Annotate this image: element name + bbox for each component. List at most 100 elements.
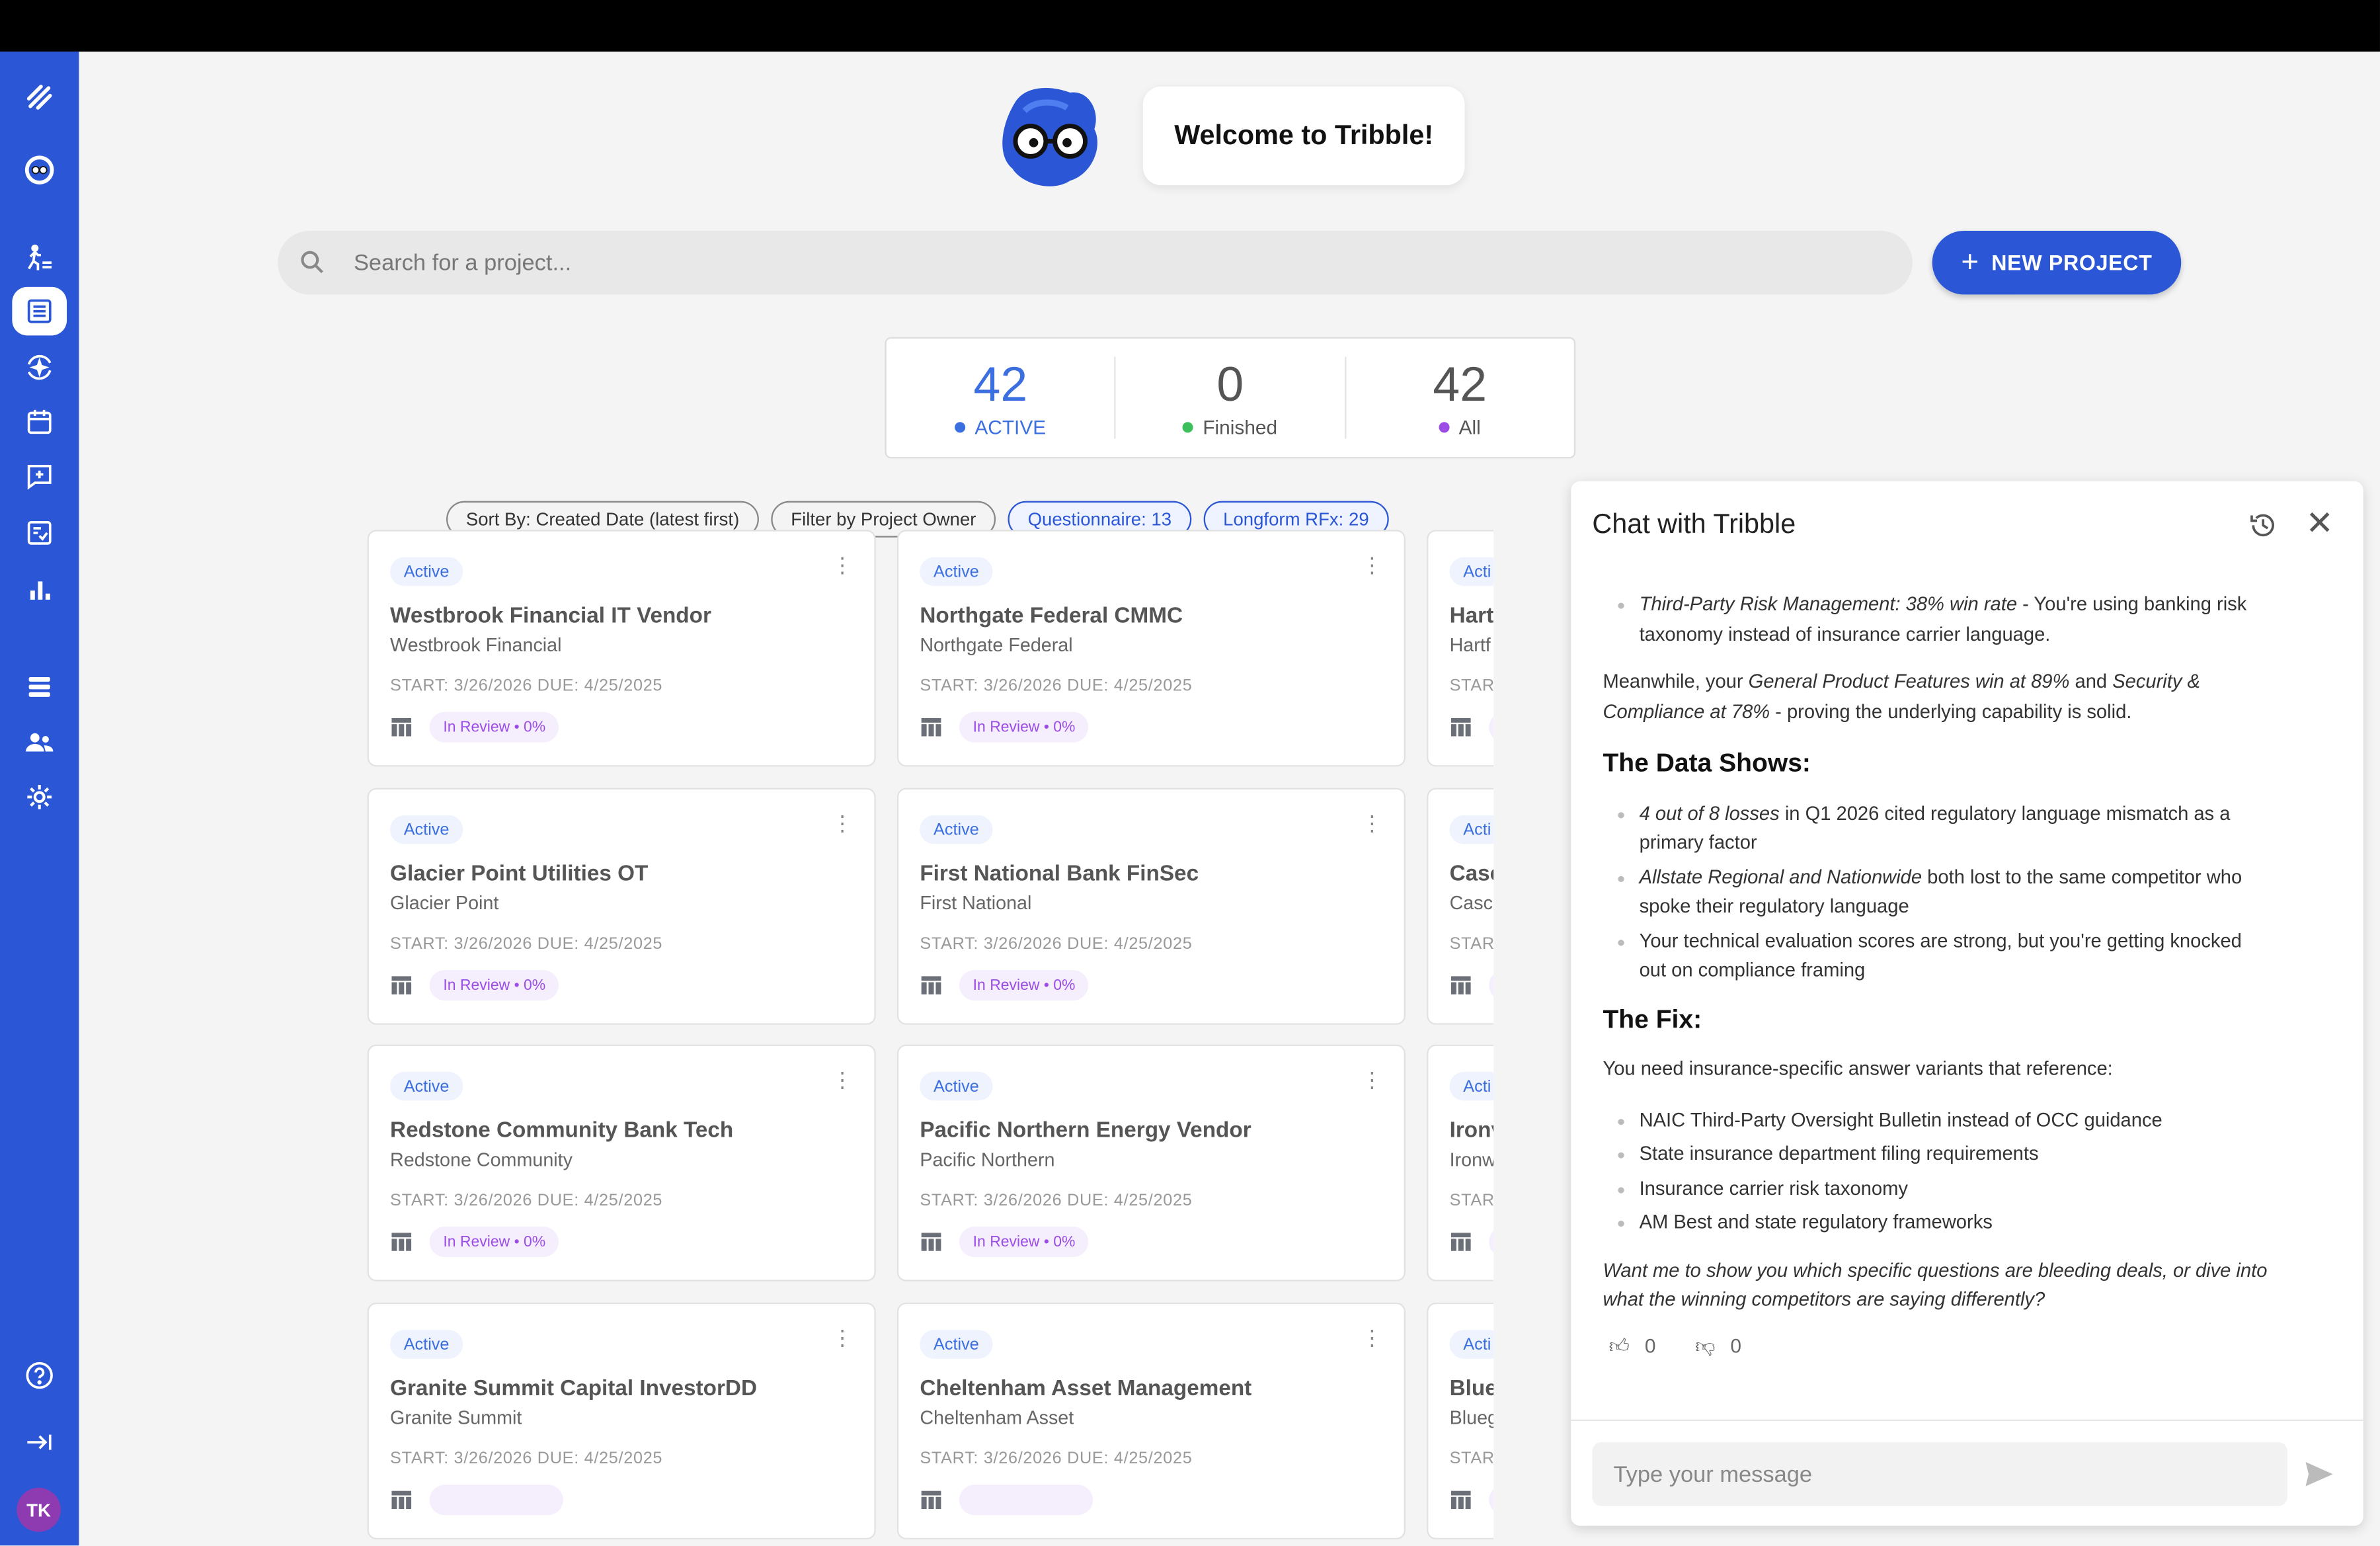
tribble-logo-icon[interactable] [12,73,67,121]
tribble-mascot-icon [1002,87,1097,186]
table-icon [921,717,941,737]
table-icon [391,1490,412,1510]
chat-heading: The Data Shows: [1603,748,1811,778]
stat-finished[interactable]: 0 Finished [1116,356,1346,439]
stat-active[interactable]: 42 ACTIVE [887,356,1117,439]
stat-all[interactable]: 42 All [1346,357,1574,439]
status-dot [955,421,966,432]
project-card[interactable]: Active ⋮ Northgate Federal CMMC Northgate F… [896,530,1406,767]
status-badge: Active [920,1071,993,1101]
user-avatar[interactable]: TK [17,1487,61,1532]
welcome-bubble: Welcome to Tribble! [1142,86,1465,186]
thumbs-down-icon[interactable]: 👎︎ [1695,1333,1716,1357]
status-badge: Active [390,557,463,587]
project-dates: STAR [1449,676,1494,696]
table-icon [1450,976,1471,995]
more-options-icon[interactable]: ⋮ [832,811,853,835]
new-project-label: NEW PROJECT [1991,250,2153,275]
project-title: Casc [1449,862,1494,887]
more-options-icon[interactable]: ⋮ [832,1067,853,1092]
project-company: Cheltenham Asset [920,1407,1074,1429]
project-card[interactable]: Active ⋮ Glacier Point Utilities OT Glacier… [367,788,876,1025]
more-options-icon[interactable]: ⋮ [1361,1067,1383,1092]
table-icon [921,1490,941,1510]
more-options-icon[interactable]: ⋮ [1361,1325,1383,1350]
project-company: Casc [1449,892,1493,915]
progress-badge: In Review • 0% [429,1227,559,1258]
chat-bullet: 4 out of 8 losses in Q1 2026 cited regul… [1640,799,2271,859]
sidebar: TK [0,52,79,1546]
thumbs-down-count: 0 [1730,1333,1742,1357]
search-icon [301,251,323,274]
project-card[interactable]: Active ⋮ Westbrook Financial IT Vendor West… [367,530,876,767]
projects-list-icon[interactable] [12,286,67,336]
chat-closing: Want me to show you which specific quest… [1603,1259,2268,1311]
status-badge: Active [920,815,993,844]
status-badge: Acti [1449,557,1494,587]
help-icon[interactable] [12,1351,67,1399]
new-project-button[interactable]: + NEW PROJECT [1932,230,2182,295]
status-badge: Active [390,1071,463,1101]
stat-value: 0 [1216,356,1244,411]
project-company: Glacier Point [390,892,499,915]
message-input[interactable] [1592,1442,2287,1506]
search-input[interactable] [350,248,1723,278]
progress-badge [1489,1227,1494,1258]
more-options-icon[interactable]: ⋮ [832,1325,853,1350]
chat-bullet: Your technical evaluation scores are str… [1640,927,2271,987]
users-icon[interactable] [12,718,67,766]
status-dot [1439,421,1450,432]
project-dates: START: 3/26/2026 DUE: 4/25/2025 [390,935,663,954]
table-icon [1450,717,1471,737]
project-card[interactable]: Active ⋮ First National Bank FinSec First N… [896,788,1406,1025]
project-dates: START: 3/26/2026 DUE: 4/25/2025 [920,676,1193,696]
progress-badge [1489,1485,1494,1516]
project-title: Northgate Federal CMMC [920,604,1183,629]
project-dates: START: 3/26/2026 DUE: 4/25/2025 [390,676,663,696]
history-icon[interactable] [2248,510,2278,540]
project-dates: STAR [1449,935,1494,954]
send-icon[interactable] [2304,1461,2334,1488]
project-card[interactable]: Acti⋮CascCascSTAR [1427,788,1494,1025]
chat-sparkle-icon[interactable] [12,452,67,501]
chat-message: Third-Party Risk Management: 38% win rat… [1603,560,2270,1360]
project-search[interactable] [278,230,1913,295]
more-options-icon[interactable]: ⋮ [832,552,853,577]
project-company: Ironw [1449,1149,1494,1171]
chat-composer [1571,1419,2363,1526]
project-company: Redstone Community [390,1149,573,1171]
project-card[interactable]: Acti⋮IronvIronwSTAR [1427,1044,1494,1282]
project-card[interactable]: Active ⋮ Cheltenham Asset Management Chelte… [896,1302,1406,1540]
project-title: Granite Summit Capital InvestorDD [390,1377,758,1402]
checklist-icon[interactable] [12,509,67,557]
sparkle-sync-icon[interactable] [12,343,67,391]
calendar-icon[interactable] [12,398,67,446]
bar-chart-icon[interactable] [12,565,67,613]
close-icon[interactable]: ✕ [2305,504,2334,542]
more-options-icon[interactable]: ⋮ [1361,552,1383,577]
database-icon[interactable] [12,662,67,710]
project-title: Cheltenham Asset Management [920,1377,1252,1402]
status-badge: Active [390,1330,463,1359]
thumbs-up-icon[interactable]: 👍︎ [1608,1333,1630,1357]
top-bar [0,0,2380,52]
table-icon [1450,1233,1471,1251]
project-title: Redstone Community Bank Tech [390,1119,734,1143]
settings-icon[interactable] [12,773,67,821]
project-card[interactable]: Active ⋮ Pacific Northern Energy Vendor Pac… [896,1044,1406,1282]
progress-badge: In Review • 0% [429,712,559,743]
status-badge: Active [390,815,463,844]
progress-badge [959,1485,1093,1516]
collapse-icon[interactable] [12,1418,67,1466]
stat-label: All [1458,415,1481,438]
table-icon [391,1233,412,1251]
tribble-mascot-icon[interactable] [12,145,67,194]
chat-panel: Chat with Tribble ✕ Third-Party Risk Man… [1571,481,2363,1526]
more-options-icon[interactable]: ⋮ [1361,811,1383,835]
project-card[interactable]: Active ⋮ Redstone Community Bank Tech Redst… [367,1044,876,1282]
onboarding-icon[interactable] [12,234,67,282]
project-card[interactable]: Active ⋮ Granite Summit Capital InvestorDD… [367,1302,876,1540]
stat-label: Finished [1203,415,1278,438]
